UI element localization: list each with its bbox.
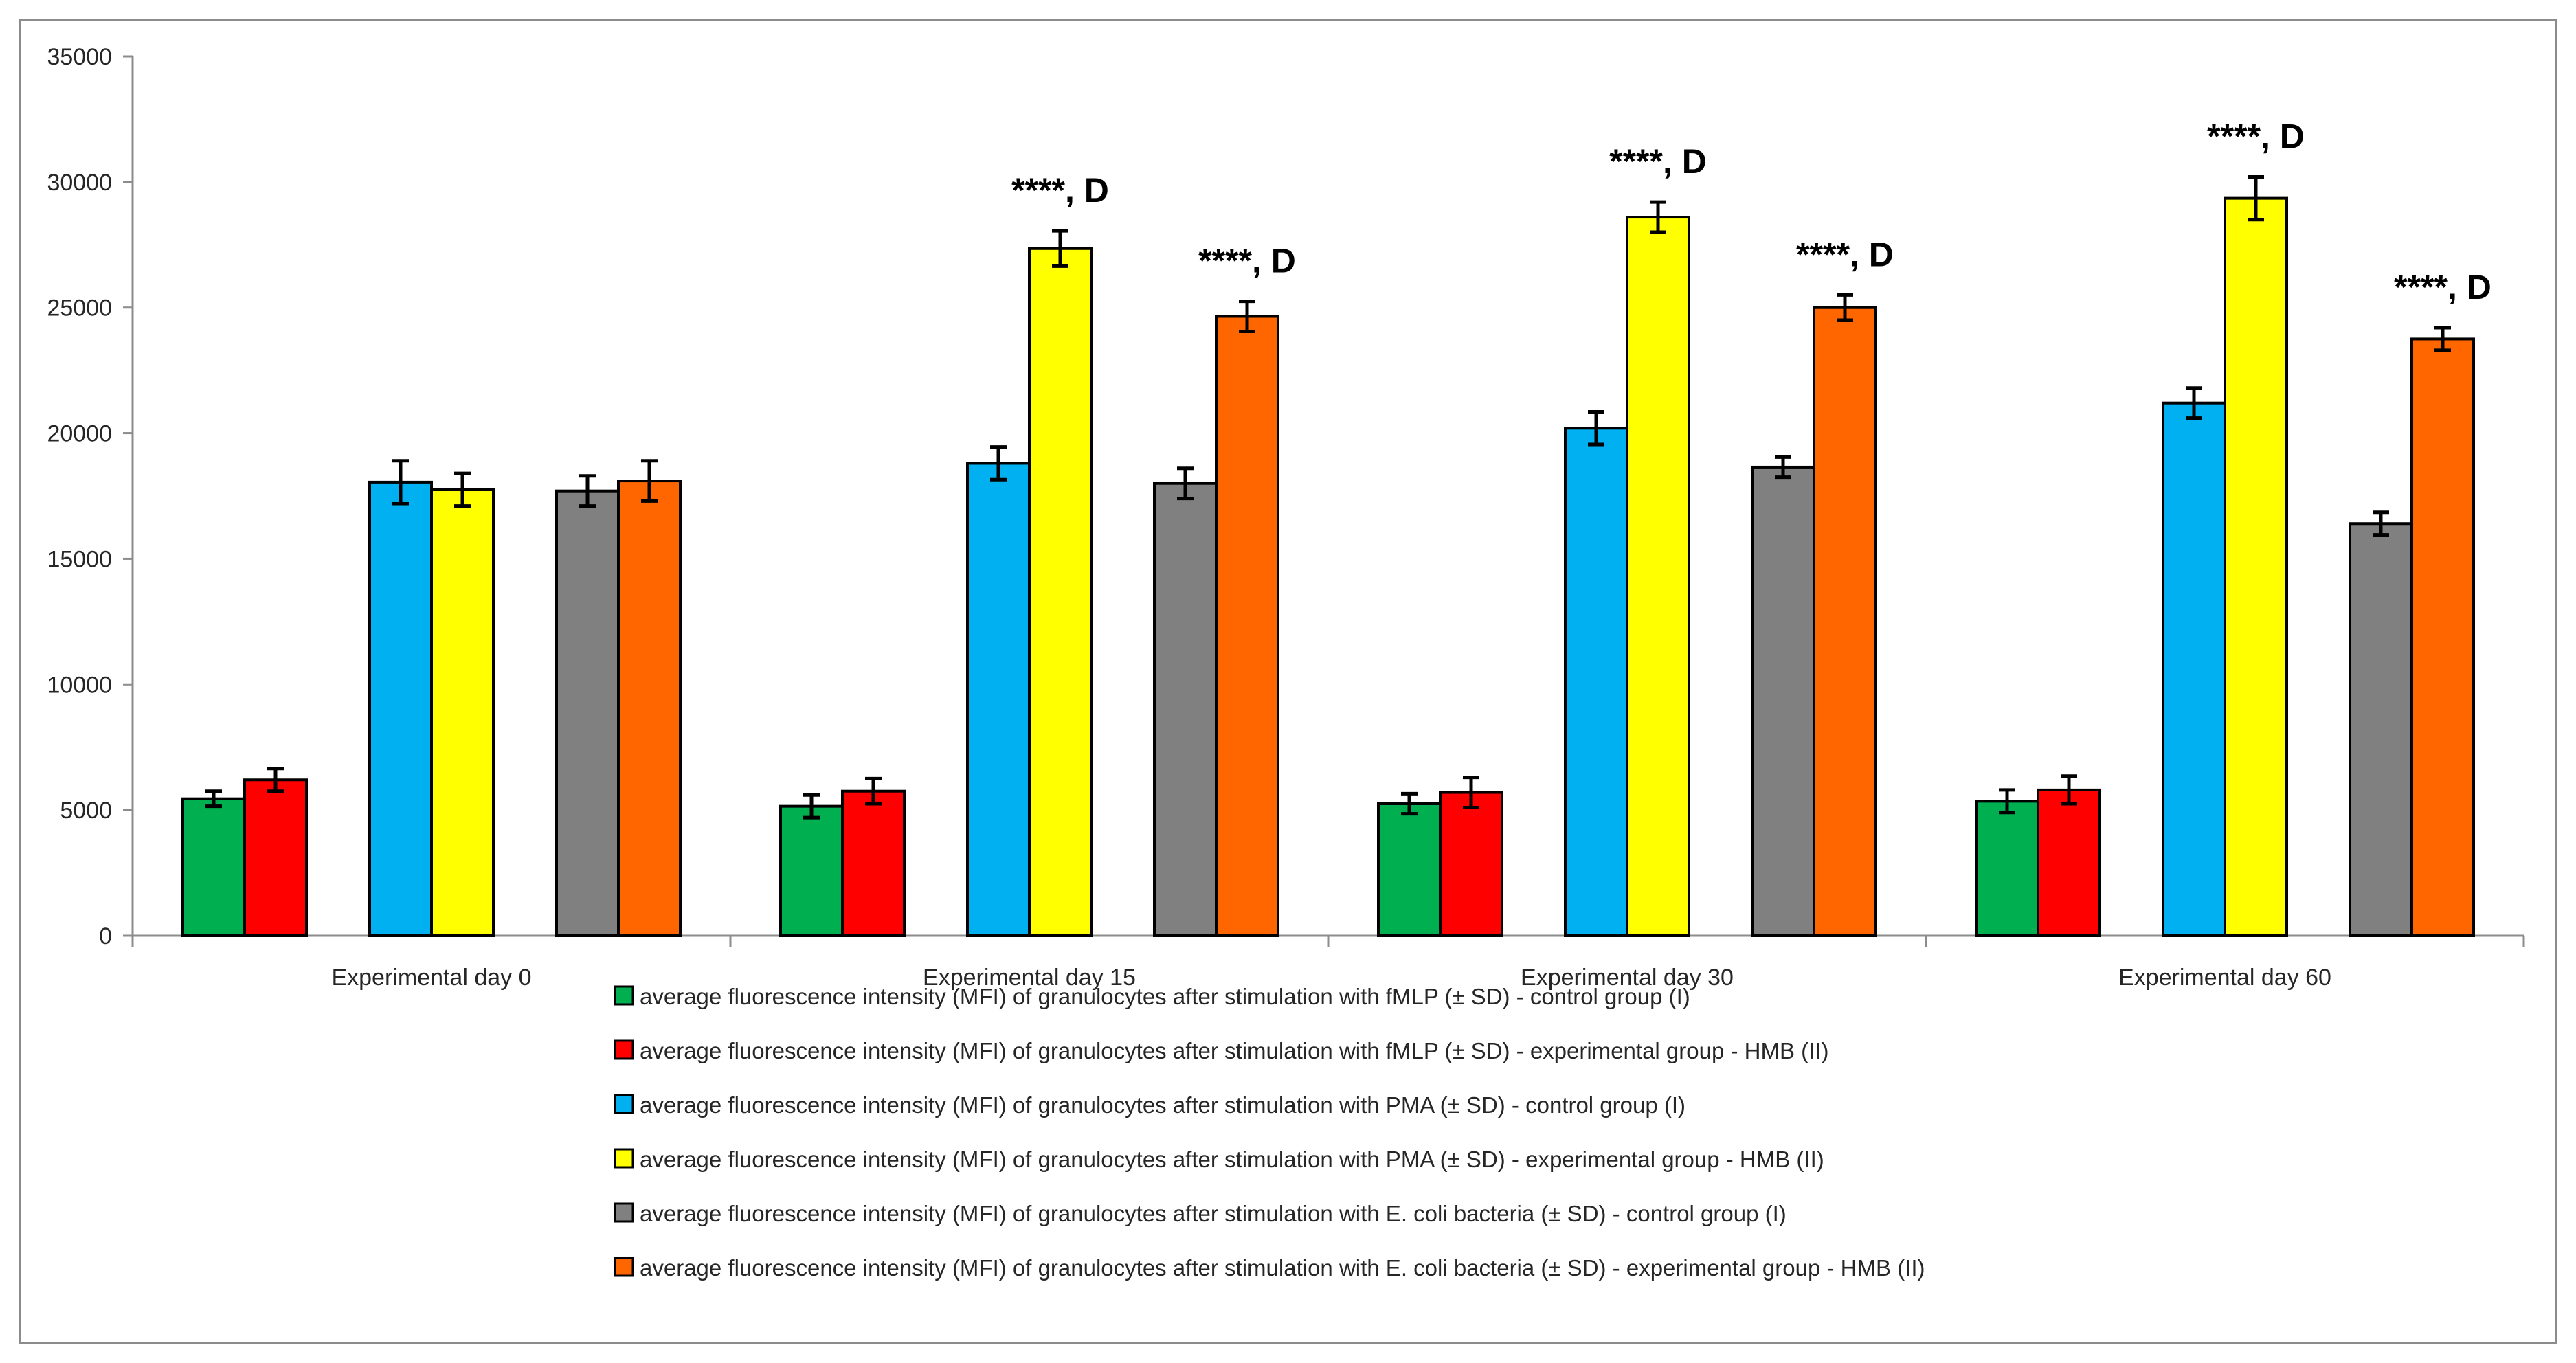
bar — [966, 462, 1031, 937]
y-tick-label: 5000 — [60, 798, 112, 824]
legend-swatch — [614, 1257, 634, 1277]
bar — [181, 797, 246, 937]
significance-annotation: ****, D — [2207, 117, 2305, 156]
bar — [430, 488, 495, 937]
bar-chart: 0 5000 10000 15000 20000 25000 30000 35000 Exper… — [47, 44, 2525, 1281]
legend-swatch — [614, 1148, 634, 1169]
bar — [617, 480, 682, 937]
bar — [368, 480, 433, 937]
category-label: Experimental day 0 — [331, 965, 531, 991]
y-tick-label: 15000 — [47, 546, 112, 572]
legend-label: average fluorescence intensity (MFI) of … — [640, 1255, 1925, 1281]
legend-label: average fluorescence intensity (MFI) of … — [640, 984, 1690, 1009]
bar — [2224, 196, 2288, 938]
bar — [1975, 800, 2039, 938]
y-tick-label: 25000 — [47, 295, 112, 322]
significance-annotation: ****, D — [1198, 242, 1296, 280]
bar — [2037, 788, 2101, 938]
chart-frame: 0 5000 10000 15000 20000 25000 30000 35000 Exper… — [19, 19, 2557, 1344]
y-tick-label: 35000 — [47, 44, 112, 70]
category-label: Experimental day 15 — [923, 965, 1136, 991]
axes — [123, 55, 2525, 947]
legend-label: average fluorescence intensity (MFI) of … — [640, 1201, 1787, 1226]
category-label: Experimental day 60 — [2118, 965, 2331, 991]
legend-swatch — [614, 1202, 634, 1223]
legend-swatch — [614, 985, 634, 1006]
legend-swatch — [614, 1094, 634, 1114]
bar — [1377, 802, 1442, 937]
bar — [779, 804, 844, 937]
legend-label: average fluorescence intensity (MFI) of … — [640, 1147, 1824, 1172]
bar — [1215, 315, 1279, 937]
legend-label: average fluorescence intensity (MFI) of … — [640, 1038, 1828, 1063]
bar — [1439, 791, 1503, 937]
y-tick-label: 10000 — [47, 672, 112, 698]
bar — [2162, 401, 2226, 937]
bar — [1028, 247, 1093, 937]
significance-annotation: ****, D — [1609, 142, 1707, 181]
legend-swatch — [614, 1039, 634, 1060]
significance-annotation: ****, D — [2394, 268, 2491, 306]
legend-label: average fluorescence intensity (MFI) of … — [640, 1092, 1685, 1118]
bar — [841, 789, 906, 937]
bar — [1813, 306, 1877, 937]
bar — [1626, 216, 1690, 937]
significance-annotation: ****, D — [1011, 171, 1109, 210]
category-label: Experimental day 30 — [1521, 965, 1734, 991]
bars — [181, 175, 2475, 938]
bar — [1751, 465, 1815, 937]
bar — [2410, 337, 2475, 937]
bar — [243, 778, 308, 938]
bar — [555, 489, 620, 937]
bar — [1153, 482, 1218, 937]
legend: average fluorescence intensity (MFI) of … — [614, 984, 1925, 1281]
y-tick-label: 30000 — [47, 170, 112, 196]
y-tick-label: 20000 — [47, 421, 112, 447]
significance-annotation: ****, D — [1796, 235, 1894, 273]
labels: 0 5000 10000 15000 20000 25000 30000 35000 Exper… — [47, 44, 2491, 991]
bar — [2349, 522, 2413, 937]
bar — [1564, 427, 1628, 937]
y-tick-label: 0 — [99, 923, 112, 949]
